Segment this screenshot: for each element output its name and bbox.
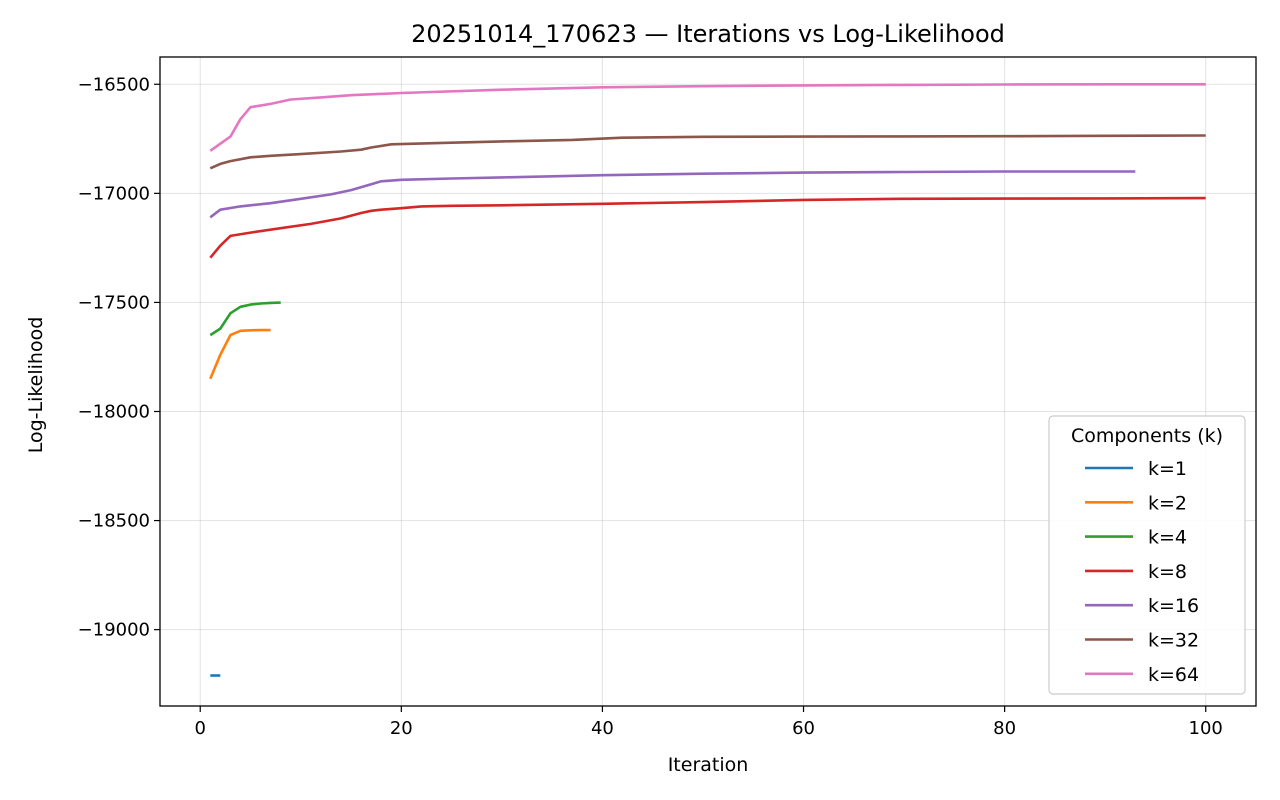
y-tick-label: −18500: [78, 511, 150, 532]
y-axis-label: Log-Likelihood: [25, 317, 47, 454]
legend-items: k=1 k=2 k=4 k=8 k=16 k=32 k=64: [1085, 458, 1199, 686]
series-line-k-8: [209, 196, 1206, 259]
legend-label: k=8: [1148, 561, 1187, 583]
series-line-k-32: [209, 134, 1206, 170]
legend-label: k=32: [1148, 630, 1199, 652]
series-line-k-4: [209, 301, 281, 337]
x-tick-label: 40: [591, 718, 614, 739]
legend-label: k=64: [1148, 664, 1199, 686]
chart-title: 20251014_170623 — Iterations vs Log-Like…: [411, 20, 1005, 48]
x-tick-label: 100: [1189, 718, 1223, 739]
y-tick-label: −18000: [78, 401, 150, 422]
series-lines: [209, 83, 1206, 677]
legend-label: k=1: [1148, 458, 1187, 480]
x-tick-label: 20: [390, 718, 413, 739]
series-line-k-64: [209, 83, 1206, 152]
legend-title: Components (k): [1071, 425, 1223, 447]
legend-label: k=4: [1148, 527, 1187, 549]
y-tick-label: −19000: [78, 620, 150, 641]
plot-frame: [159, 56, 1257, 707]
x-tick-label: 0: [194, 718, 205, 739]
legend-box: [1048, 415, 1246, 695]
series-line-k-16: [209, 170, 1136, 219]
legend-label: k=16: [1148, 595, 1199, 617]
y-tick-label: −16500: [78, 74, 150, 95]
series-line-k-2: [209, 328, 271, 380]
y-tick-label: −17500: [78, 292, 150, 313]
legend: Components (k) k=1 k=2 k=4 k=8 k=16 k=32 k=64: [1048, 415, 1246, 695]
x-axis-label: Iteration: [668, 754, 749, 776]
x-tick-label: 60: [792, 718, 815, 739]
legend-label: k=2: [1148, 492, 1187, 514]
y-tick-label: −17000: [78, 183, 150, 204]
x-tick-label: 80: [993, 718, 1016, 739]
axis-ticks: 0 20 40 60 80 100 −16500 −17000 −17500 −18000 −185…: [78, 74, 1223, 739]
